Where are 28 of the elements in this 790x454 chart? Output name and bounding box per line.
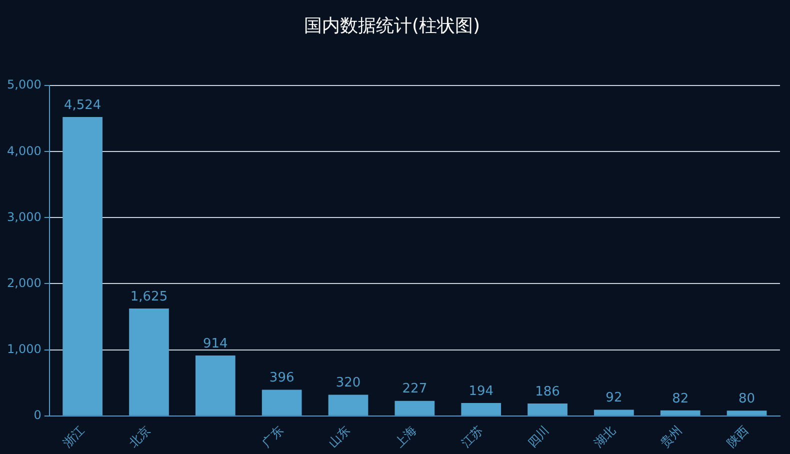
x-tick-label: 江苏 bbox=[458, 423, 486, 450]
y-tick-label: 2,000 bbox=[6, 276, 42, 290]
x-tick-label: 北京 bbox=[126, 423, 154, 450]
data-label: 1,625 bbox=[130, 289, 168, 304]
x-tick-label: 四川 bbox=[524, 423, 552, 450]
data-label: 227 bbox=[402, 382, 428, 397]
x-tick-label: 浙江 bbox=[60, 423, 87, 450]
y-tick-label: 5,000 bbox=[6, 78, 42, 92]
data-label: 92 bbox=[606, 390, 622, 406]
x-tick-label: 上海 bbox=[392, 423, 420, 450]
data-label: 396 bbox=[269, 370, 294, 386]
data-label: 320 bbox=[336, 376, 361, 391]
data-label: 914 bbox=[202, 336, 228, 352]
x-tick-label: 湖北 bbox=[591, 423, 618, 450]
x-tick-label: 贵州 bbox=[658, 423, 685, 450]
data-label: 4,524 bbox=[64, 98, 102, 113]
data-label: 80 bbox=[738, 391, 756, 406]
x-tick-label: 广东 bbox=[259, 423, 286, 450]
data-label: 194 bbox=[468, 384, 494, 399]
data-label: 186 bbox=[535, 384, 560, 400]
y-tick-label: 0 bbox=[34, 408, 42, 422]
y-tick-label: 4,000 bbox=[6, 144, 42, 158]
y-tick-label: 1,000 bbox=[6, 342, 42, 356]
chart-title: 国内数据统计(柱状图) bbox=[304, 15, 480, 36]
x-tick-label: 陕西 bbox=[724, 423, 752, 450]
x-tick-label: 山东 bbox=[326, 423, 353, 450]
y-tick-label: 3,000 bbox=[6, 210, 42, 224]
data-label: 82 bbox=[672, 391, 689, 406]
